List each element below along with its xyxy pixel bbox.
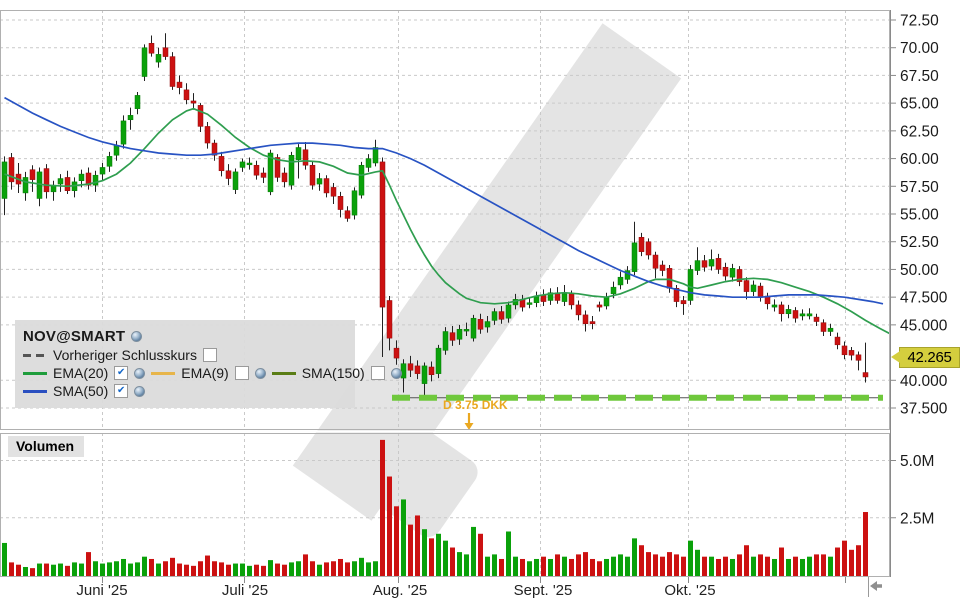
svg-text:37.500: 37.500: [900, 401, 948, 418]
legend-label-ema20: EMA(20): [53, 365, 109, 381]
ema20-line: [4, 107, 891, 335]
svg-text:62.50: 62.50: [900, 123, 939, 140]
svg-text:47.500: 47.500: [900, 290, 948, 307]
sma50-checkbox[interactable]: ✔: [114, 384, 129, 398]
previous-close-swatch: [23, 353, 47, 357]
indicator-legend: NOV@SMART Vorheriger Schlusskurs EMA(20)…: [15, 320, 402, 408]
svg-text:Juni '25: Juni '25: [76, 582, 127, 599]
ema20-checkbox[interactable]: ✔: [114, 366, 129, 380]
svg-text:2.5M: 2.5M: [900, 510, 934, 527]
sma150-checkbox[interactable]: [370, 366, 385, 380]
ema9-swatch: [151, 371, 176, 375]
previous-close-checkbox[interactable]: [202, 348, 217, 362]
svg-text:60.00: 60.00: [900, 151, 939, 168]
svg-text:Okt. '25: Okt. '25: [664, 582, 715, 599]
candlestick-series: [1, 33, 869, 397]
ema9-checkbox[interactable]: [234, 366, 249, 380]
svg-text:67.50: 67.50: [900, 68, 939, 85]
svg-text:Aug. '25: Aug. '25: [373, 582, 428, 599]
gridlines: [0, 10, 890, 577]
svg-text:70.00: 70.00: [900, 40, 939, 57]
sma150-swatch: [271, 371, 296, 375]
legend-label-ema9: EMA(9): [181, 365, 229, 381]
legend-label-sma150: SMA(150): [301, 365, 365, 381]
last-price-badge: 42.265: [891, 347, 960, 368]
svg-text:65.00: 65.00: [900, 96, 939, 113]
dividend-annotation: D 3.75 DKK: [443, 398, 508, 430]
svg-text:50.00: 50.00: [900, 262, 939, 279]
legend-label-previous-close: Vorheriger Schlusskurs: [53, 347, 197, 363]
watermark: [0, 23, 960, 537]
ema20-info-sphere-icon[interactable]: [134, 367, 146, 379]
svg-text:55.00: 55.00: [900, 207, 939, 224]
info-sphere-icon[interactable]: [131, 331, 143, 342]
svg-text:57.50: 57.50: [900, 179, 939, 196]
volume-series: [2, 439, 868, 576]
scroll-to-end-icon[interactable]: [869, 579, 885, 591]
panel-frames: [0, 10, 891, 577]
svg-text:72.50: 72.50: [900, 13, 939, 30]
axis-labels: 72.50 70.00 67.50 65.00 62.50 60.00 57.50 55.00…: [76, 13, 947, 600]
last-price-value: 42.265: [907, 349, 952, 366]
volume-panel-title: Volumen: [8, 436, 85, 457]
sma50-line: [4, 96, 884, 305]
instrument-symbol: NOV@SMART: [23, 328, 126, 345]
sma150-info-sphere-icon[interactable]: [390, 367, 402, 379]
sma50-info-sphere-icon[interactable]: [134, 385, 146, 397]
legend-label-sma50: SMA(50): [53, 383, 109, 399]
svg-text:40.000: 40.000: [900, 373, 948, 390]
svg-text:52.50: 52.50: [900, 234, 939, 251]
svg-text:Sept. '25: Sept. '25: [514, 582, 573, 599]
svg-text:45.000: 45.000: [900, 317, 948, 334]
svg-text:D 3.75 DKK: D 3.75 DKK: [443, 398, 508, 412]
svg-text:Juli '25: Juli '25: [222, 582, 268, 599]
sma50-swatch: [23, 389, 47, 393]
ema20-swatch: [23, 371, 47, 375]
ema9-info-sphere-icon[interactable]: [254, 367, 266, 379]
svg-text:5.0M: 5.0M: [900, 453, 934, 470]
